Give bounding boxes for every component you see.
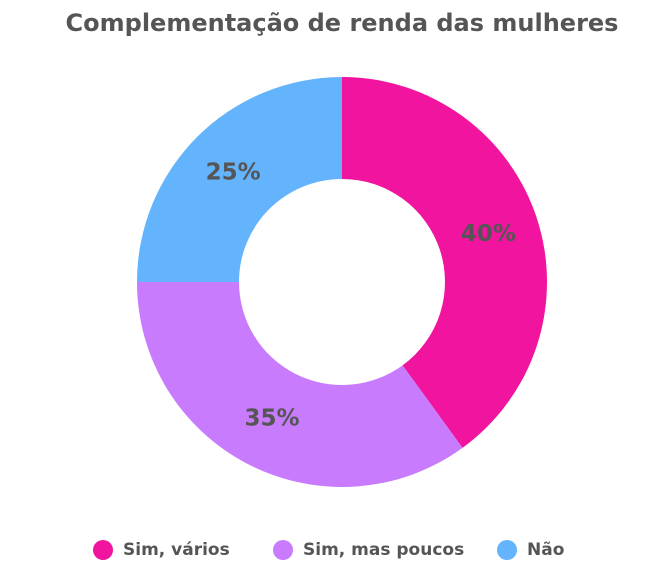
legend-label: Sim, vários [123,540,230,560]
legend-marker [93,540,113,560]
donut-segment [137,282,463,487]
value-label: 40% [461,221,516,247]
legend-label: Sim, mas poucos [303,540,464,560]
donut-segment [137,77,342,282]
value-label: 25% [206,160,261,186]
legend-marker [273,540,293,560]
legend-label: Não [527,540,564,560]
legend-marker [497,540,517,560]
chart-title: Complementação de renda das mulheres [66,9,619,37]
donut-segment [342,77,548,448]
value-label: 35% [245,406,300,432]
